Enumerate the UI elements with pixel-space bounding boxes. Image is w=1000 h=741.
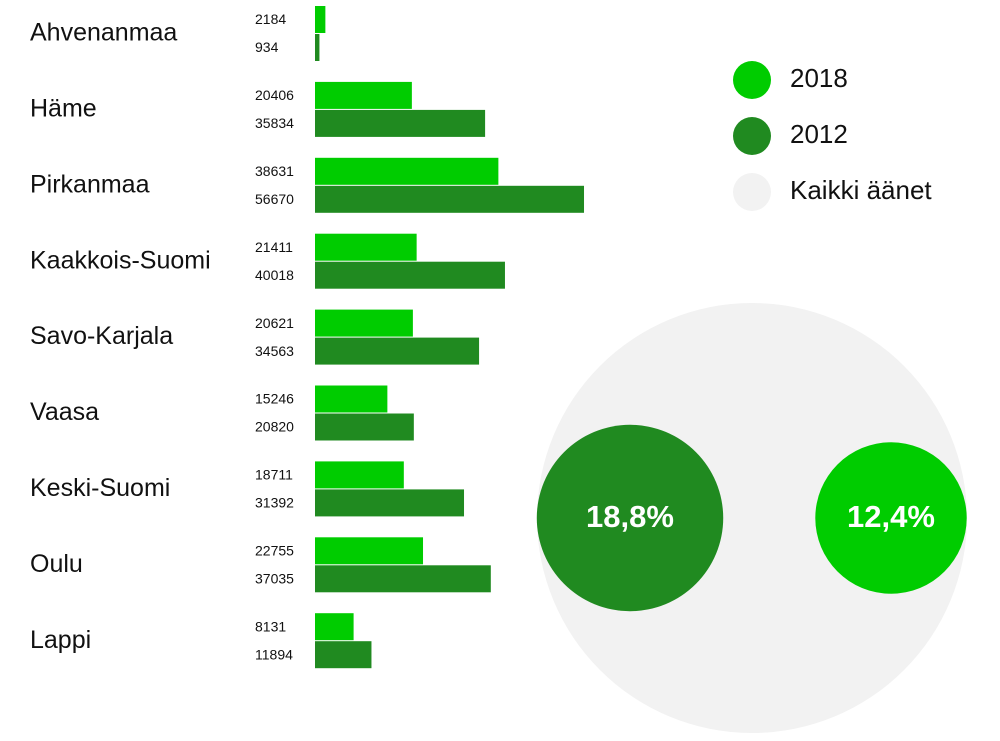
value-label: 22755	[255, 543, 294, 559]
category-label: Vaasa	[30, 398, 99, 426]
bubble-label: 12,4%	[847, 499, 935, 534]
bubble	[815, 442, 967, 594]
value-label: 15246	[255, 391, 294, 407]
value-label: 40018	[255, 267, 294, 283]
legend-swatch	[733, 117, 771, 155]
value-label: 37035	[255, 571, 294, 587]
bar	[315, 233, 417, 261]
bubble	[536, 424, 724, 612]
value-label: 56670	[255, 191, 294, 207]
bar	[315, 413, 414, 441]
category-label: Oulu	[30, 550, 83, 578]
value-label: 934	[255, 39, 279, 55]
bar	[315, 489, 465, 517]
bar	[315, 565, 491, 593]
category-label: Pirkanmaa	[30, 170, 150, 198]
value-label: 34563	[255, 343, 294, 359]
bar	[315, 185, 585, 213]
value-label: 31392	[255, 495, 294, 511]
bar	[315, 109, 486, 137]
category-label: Häme	[30, 95, 97, 123]
category-label: Keski-Suomi	[30, 474, 170, 502]
bubble-label: 18,8%	[586, 499, 674, 534]
legend-swatch	[733, 61, 771, 99]
value-label: 20621	[255, 315, 294, 331]
value-label: 35834	[255, 115, 294, 131]
value-label: 21411	[255, 239, 293, 255]
value-label: 8131	[255, 618, 286, 634]
category-label: Ahvenanmaa	[30, 19, 177, 47]
category-label: Lappi	[30, 626, 91, 654]
bar	[315, 34, 320, 61]
value-label: 18711	[255, 467, 293, 483]
bar	[315, 461, 404, 489]
value-label: 38631	[255, 163, 294, 179]
bar	[315, 261, 505, 289]
value-label: 20820	[255, 419, 294, 435]
legend-swatch	[733, 173, 771, 211]
total-circle	[537, 303, 967, 733]
bar	[315, 613, 354, 641]
value-label: 2184	[255, 11, 286, 27]
category-label: Savo-Karjala	[30, 322, 173, 350]
bar	[315, 385, 388, 413]
legend-label: 2012	[790, 119, 848, 149]
bar	[315, 337, 480, 365]
bar	[315, 309, 413, 337]
legend-label: Kaikki äänet	[790, 175, 932, 205]
value-label: 20406	[255, 87, 294, 103]
value-label: 11894	[255, 646, 293, 662]
bar	[315, 641, 372, 669]
legend-label: 2018	[790, 63, 848, 93]
bar	[315, 6, 326, 33]
bar	[315, 537, 424, 565]
bar	[315, 81, 412, 109]
category-label: Kaakkois-Suomi	[30, 246, 211, 274]
bar	[315, 157, 499, 185]
